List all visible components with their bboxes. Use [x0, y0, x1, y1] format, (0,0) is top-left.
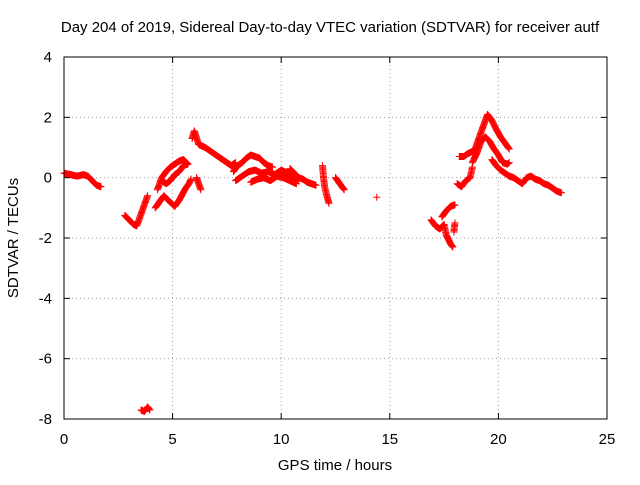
data-point	[448, 242, 456, 250]
data-point	[146, 406, 154, 414]
data-point	[197, 186, 205, 194]
data-point	[292, 180, 300, 188]
chart-title: Day 204 of 2019, Sidereal Day-to-day VTE…	[61, 19, 600, 36]
data-point	[448, 242, 456, 250]
data-point	[505, 145, 513, 153]
y-tick-label: -8	[39, 411, 52, 428]
data-point	[97, 183, 105, 191]
x-tick-label: 15	[381, 431, 398, 448]
data-point	[145, 404, 153, 412]
x-tick-label: 10	[273, 431, 290, 448]
data-point	[373, 193, 381, 201]
data-point	[340, 186, 348, 194]
data-point	[187, 175, 195, 183]
data-point	[340, 185, 348, 193]
data-point	[504, 144, 512, 151]
axis-ticks	[63, 56, 608, 420]
data-point	[144, 192, 152, 200]
data-point	[450, 228, 458, 236]
x-tick-label: 5	[168, 431, 176, 448]
data-point	[269, 163, 277, 171]
y-tick-label: -6	[39, 351, 52, 368]
data-point	[325, 199, 333, 207]
data-point	[449, 243, 457, 251]
data-point	[312, 181, 320, 189]
data-point	[184, 160, 192, 168]
x-tick-labels: 0 5 10 15 20 25	[60, 431, 616, 448]
data-point	[505, 144, 513, 152]
data-point	[451, 201, 459, 209]
y-tick-label: -2	[39, 230, 52, 247]
data-point	[557, 189, 565, 197]
data-point	[339, 184, 347, 192]
data-point	[505, 159, 513, 167]
data-points	[60, 110, 565, 415]
data-point	[145, 405, 153, 413]
y-tick-labels: -8 -6 -4 -2 0 2 4	[39, 49, 52, 428]
x-axis-label: GPS time / hours	[278, 457, 392, 474]
y-tick-label: 0	[44, 170, 52, 187]
y-axis-label: SDTVAR / TECUs	[5, 178, 22, 298]
y-tick-label: -4	[39, 290, 52, 307]
x-tick-label: 25	[599, 431, 616, 448]
grid-lines	[64, 57, 607, 419]
y-tick-label: 4	[44, 49, 52, 66]
x-tick-label: 20	[490, 431, 507, 448]
plot-frame	[63, 56, 608, 420]
x-tick-label: 0	[60, 431, 68, 448]
y-tick-label: 2	[44, 109, 52, 126]
